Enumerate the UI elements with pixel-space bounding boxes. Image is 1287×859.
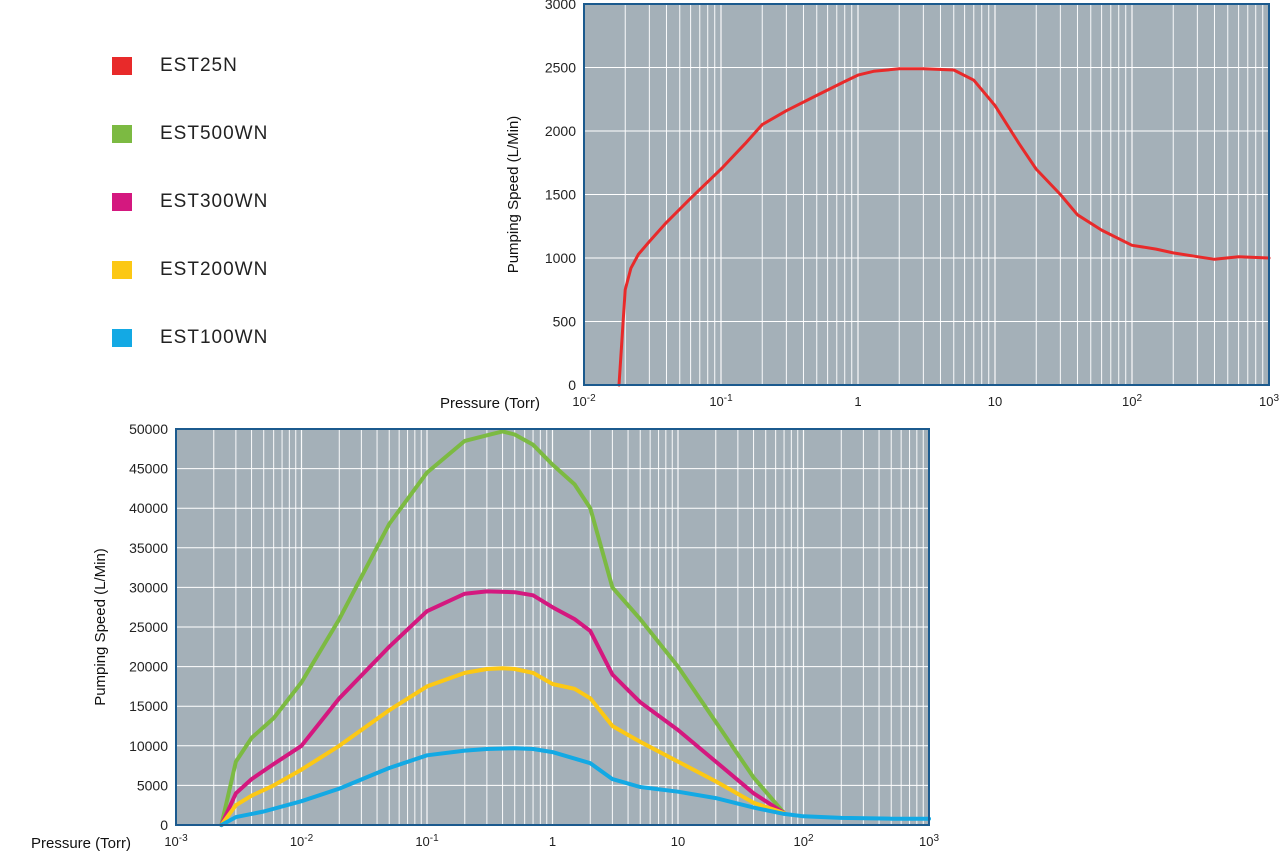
y-tick-label: 15000	[129, 698, 168, 714]
y-tick-label: 1500	[545, 187, 576, 203]
legend-label: EST100WN	[160, 327, 269, 348]
x-tick-label: 10	[671, 834, 685, 849]
legend-item-est25n: EST25N	[112, 55, 238, 76]
y-tick-label: 0	[568, 377, 576, 393]
y-tick-label: 2000	[545, 123, 576, 139]
y-tick-label: 45000	[129, 461, 168, 477]
x-tick-label: 10-3	[164, 833, 188, 849]
x-tick-label: 10-2	[290, 833, 314, 849]
y-tick-label: 0	[160, 817, 168, 833]
legend-swatch	[112, 125, 132, 143]
x-tick-label: 102	[1122, 393, 1142, 409]
x-tick-label: 103	[1259, 393, 1279, 409]
x-tick-label: 10-2	[572, 393, 596, 409]
y-tick-label: 30000	[129, 579, 168, 595]
x-tick-label: 1	[549, 834, 556, 849]
series-line-est100wn	[219, 746, 931, 827]
legend-label: EST200WN	[160, 259, 269, 280]
legend-label: EST300WN	[160, 191, 269, 212]
legend-swatch	[112, 261, 132, 279]
y-tick-label: 2500	[545, 60, 576, 76]
y-tick-label: 50000	[129, 421, 168, 437]
legend-swatch	[112, 329, 132, 347]
x-tick-label: 102	[793, 833, 813, 849]
legend-item-est500wn: EST500WN	[112, 123, 269, 144]
plot-frame	[583, 3, 1270, 386]
x-tick-label: 10	[988, 394, 1002, 409]
legend-item-est100wn: EST100WN	[112, 327, 269, 348]
legend-item-est200wn: EST200WN	[112, 259, 269, 280]
y-tick-label: 25000	[129, 619, 168, 635]
legend-swatch	[112, 193, 132, 211]
legend-label: EST25N	[160, 55, 238, 76]
y-tick-label: 3000	[545, 0, 576, 12]
y-tick-label: 35000	[129, 540, 168, 556]
x-tick-label: 10-1	[415, 833, 439, 849]
legend-label: EST500WN	[160, 123, 269, 144]
x-tick-label: 103	[919, 833, 939, 849]
y-tick-label: 5000	[137, 777, 168, 793]
y-tick-label: 500	[553, 314, 577, 330]
series-line-est500wn	[219, 429, 787, 827]
legend-swatch	[112, 57, 132, 75]
y-tick-label: 20000	[129, 659, 168, 675]
series-line-est200wn	[219, 666, 787, 827]
y-axis-label: Pumping Speed (L/Min)	[92, 548, 109, 706]
chart-est25n: 0 500 1000 1500 2000 2500 3000 10-2 10-1 1 10 102 10…	[440, 0, 1279, 412]
x-tick-label: 1	[854, 394, 861, 409]
x-axis-label: Pressure (Torr)	[31, 835, 131, 852]
y-tick-label: 10000	[129, 738, 168, 754]
x-tick-label: 10-1	[709, 393, 733, 409]
chart-est-wn-series: 0 5000 10000 15000 20000 25000 30000 35000 40000…	[31, 421, 939, 852]
x-axis-label: Pressure (Torr)	[440, 395, 540, 412]
y-tick-label: 40000	[129, 500, 168, 516]
series-line-est25n	[617, 67, 1271, 387]
y-axis-label: Pumping Speed (L/Min)	[505, 116, 522, 274]
plot-frame	[175, 428, 930, 826]
y-tick-label: 1000	[545, 250, 576, 266]
series-line-est300wn	[219, 589, 787, 827]
legend-item-est300wn: EST300WN	[112, 191, 269, 212]
